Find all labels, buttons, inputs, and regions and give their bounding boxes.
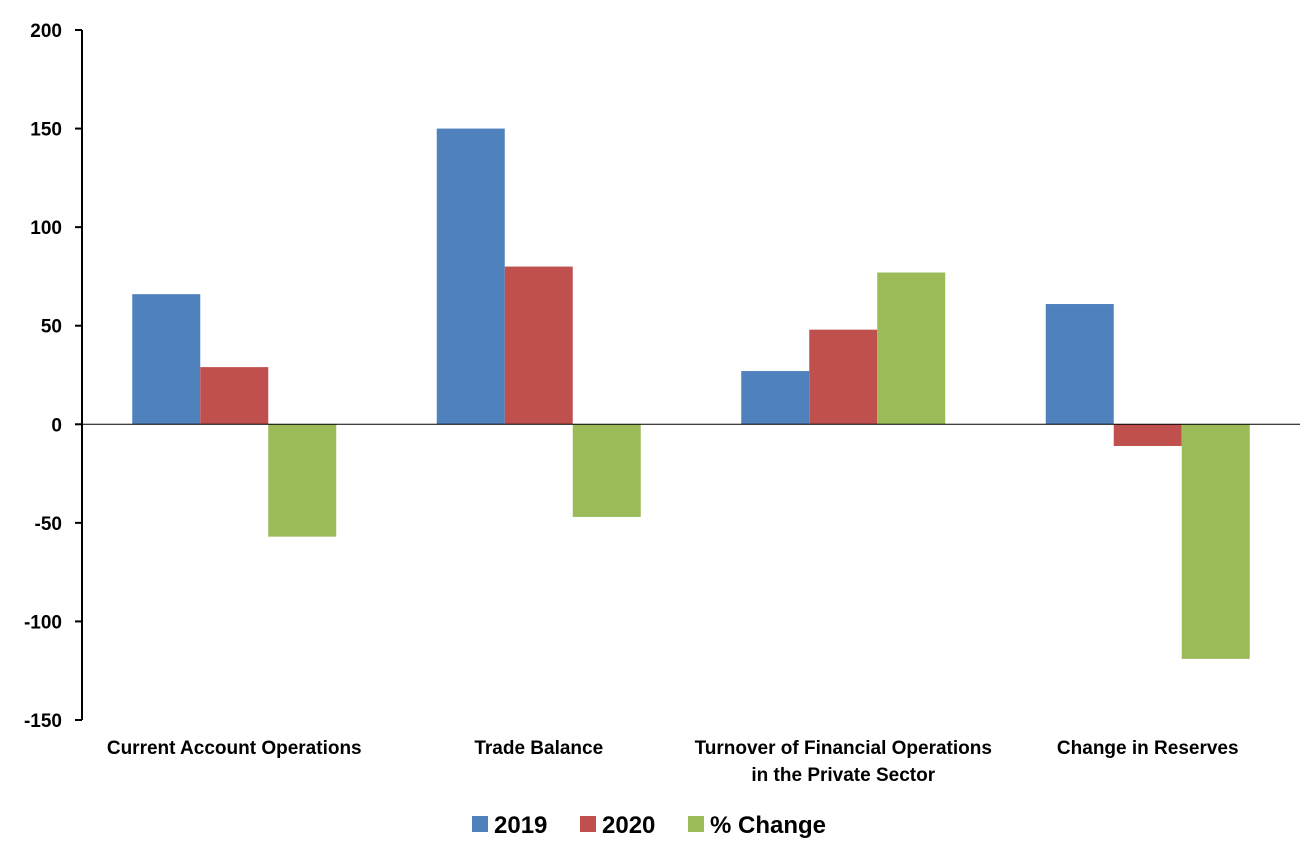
y-tick-label: 150	[30, 120, 62, 141]
x-axis-labels: Current Account Operations Trade Balance T…	[107, 738, 1239, 786]
legend-swatch	[472, 816, 488, 832]
x-category-label: in the Private Sector	[751, 765, 935, 786]
legend: 2019 2020 % Change	[472, 812, 826, 839]
x-category-label: Current Account Operations	[107, 738, 362, 759]
bar-2019-cat-1	[436, 128, 505, 425]
y-tick-label: -50	[35, 514, 62, 535]
y-tick-label: 100	[30, 218, 62, 239]
legend-label: 2019	[494, 812, 547, 839]
bar-2020-cat-0	[200, 367, 269, 425]
bar-change-cat-1	[572, 424, 641, 517]
bar-change-cat-0	[268, 424, 337, 537]
y-tick-label: -150	[24, 711, 62, 732]
y-tick-label: 0	[51, 415, 62, 436]
legend-label: 2020	[602, 812, 655, 839]
legend-label: % Change	[710, 812, 826, 839]
y-axis: 200 150 100 50 0 -50 -100 -150	[24, 21, 83, 732]
x-category-label: Turnover of Financial Operations	[695, 738, 992, 759]
bar-2020-cat-3	[1113, 424, 1182, 446]
bar-2020-cat-1	[504, 266, 573, 425]
y-tick-label: 50	[41, 317, 62, 338]
bar-change-cat-3	[1181, 424, 1250, 659]
y-tick-label: 200	[30, 21, 62, 42]
x-category-label: Change in Reserves	[1057, 738, 1239, 759]
bar-change-cat-2	[877, 272, 946, 425]
bar-2020-cat-2	[809, 329, 878, 425]
y-tick-label: -100	[24, 612, 62, 633]
legend-swatch	[688, 816, 704, 832]
legend-swatch	[580, 816, 596, 832]
bar-2019-cat-0	[132, 294, 201, 425]
bars	[132, 128, 1250, 659]
bar-2019-cat-2	[741, 371, 810, 425]
bar-2019-cat-3	[1045, 304, 1114, 425]
x-category-label: Trade Balance	[474, 738, 603, 759]
